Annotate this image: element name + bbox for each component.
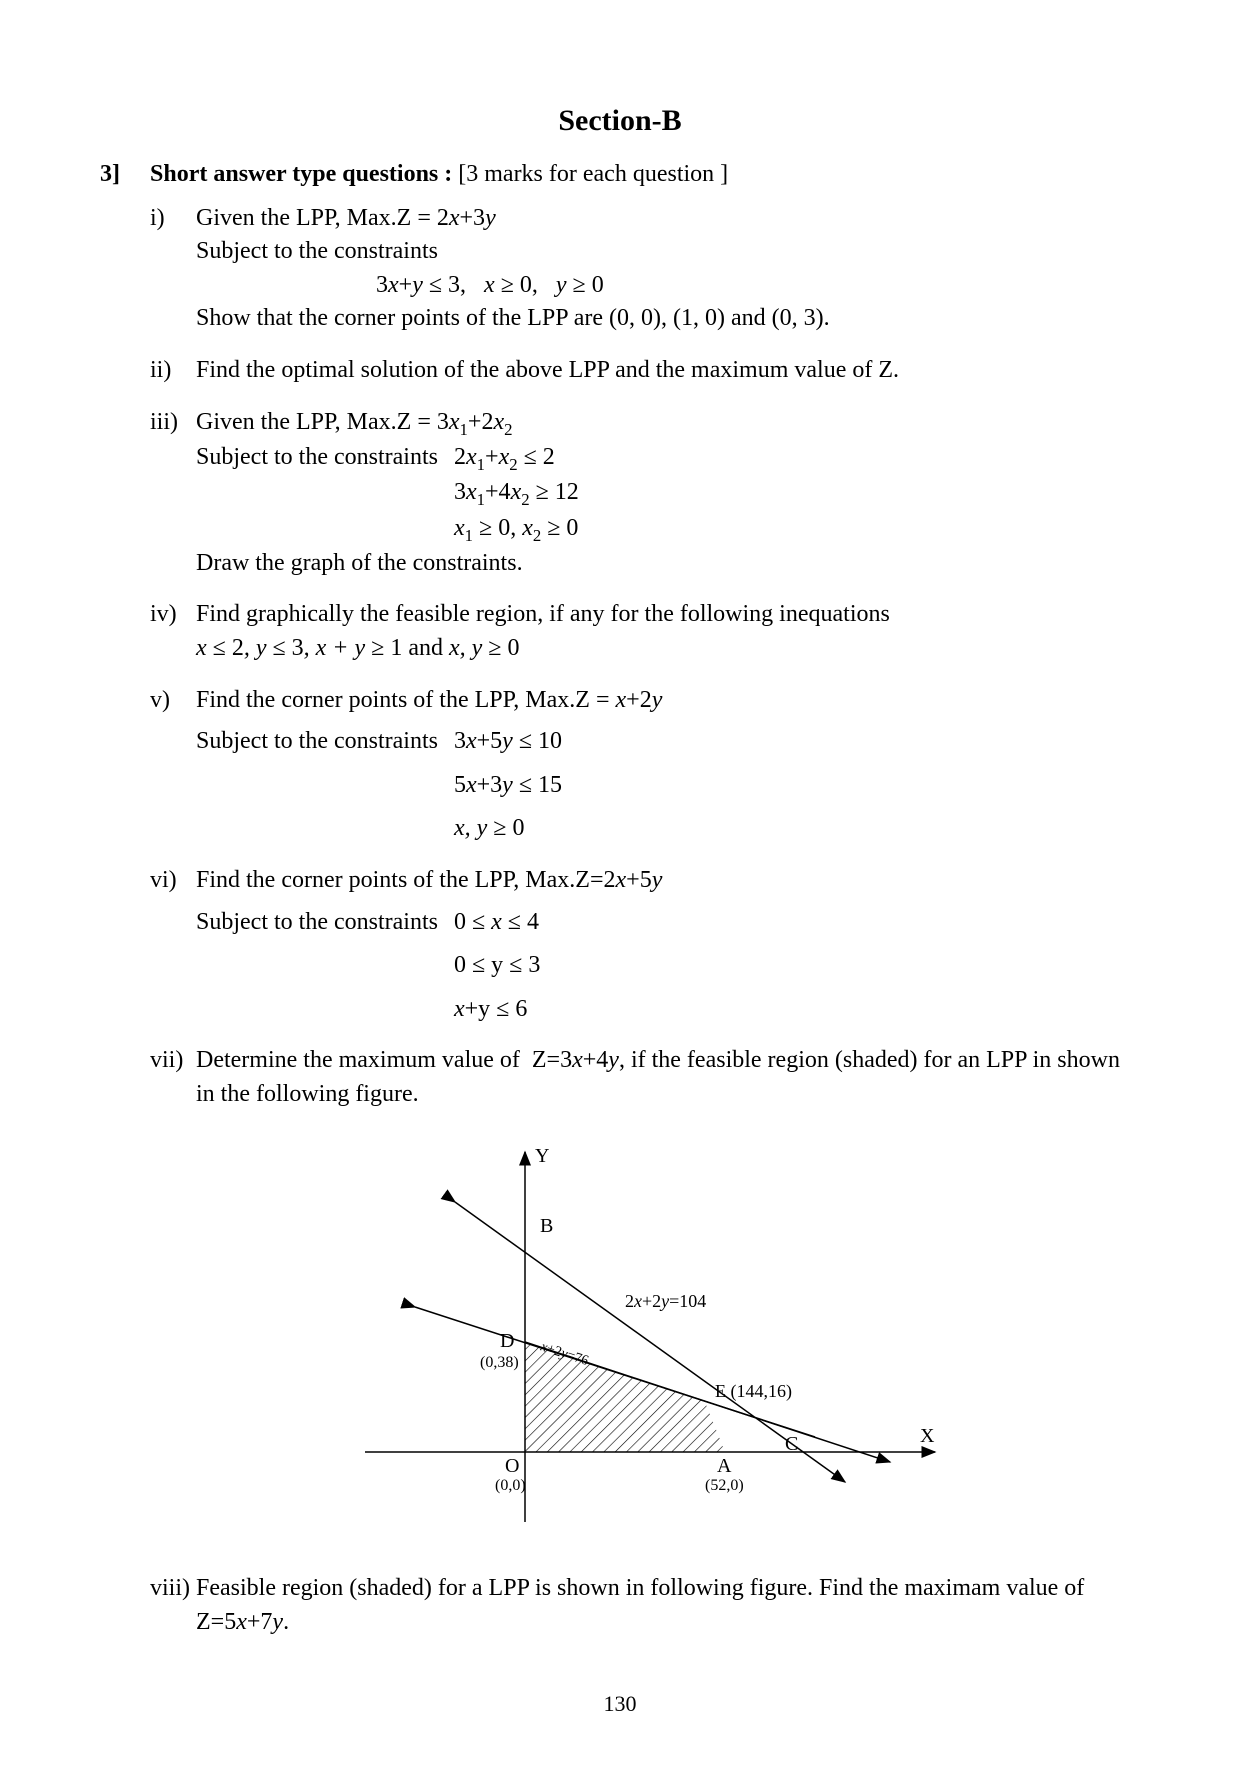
constraint: x1 ≥ 0, x2 ≥ 0 <box>454 512 579 547</box>
point-a-label: A <box>717 1455 732 1477</box>
line1-label: 2x+2y=104 <box>625 1291 706 1311</box>
constraint: x+y ≤ 6 <box>454 993 540 1027</box>
point-b-label: B <box>540 1215 553 1237</box>
question-header: 3] Short answer type questions : [3 mark… <box>100 158 1140 192</box>
point-o-label: O <box>505 1455 519 1477</box>
sub-num: v) <box>150 684 196 846</box>
constraint: 3x1+4x2 ≥ 12 <box>454 476 579 511</box>
sub-question-iii: iii) Given the LPP, Max.Z = 3x1+2x2 Subj… <box>150 406 1140 581</box>
section-title: Section-B <box>100 100 1140 142</box>
point-o-coord: (0,0) <box>495 1477 526 1494</box>
x-axis-label: X <box>920 1425 935 1447</box>
constraint-label: Subject to the constraints <box>196 725 438 846</box>
sub-num: iii) <box>150 406 196 581</box>
constraint: 0 ≤ x ≤ 4 <box>454 906 540 940</box>
text-line: Draw the graph of the constraints. <box>196 547 1140 581</box>
text-line: Show that the corner points of the LPP a… <box>196 302 1140 336</box>
sub-num: vi) <box>150 864 196 1026</box>
point-c-label: C <box>785 1433 798 1455</box>
constraint: 0 ≤ y ≤ 3 <box>454 949 540 983</box>
text-line: Given the LPP, Max.Z = 2x+3y <box>196 202 1140 236</box>
text-line: Subject to the constraints <box>196 235 1140 269</box>
sub-num: ii) <box>150 354 196 388</box>
graph-svg: Y X B D (0,38) E (144,16) O (0,0) A (52,… <box>335 1132 955 1532</box>
text-line: Find the optimal solution of the above L… <box>196 354 1140 388</box>
question-title: Short answer type questions : <box>150 161 452 187</box>
text-line: Find the corner points of the LPP, Max.Z… <box>196 684 1140 718</box>
math-line: x ≤ 2, y ≤ 3, x + y ≥ 1 and x, y ≥ 0 <box>196 632 1140 666</box>
feasible-region-figure: Y X B D (0,38) E (144,16) O (0,0) A (52,… <box>150 1132 1140 1543</box>
sub-num: i) <box>150 202 196 336</box>
text-line: Find the corner points of the LPP, Max.Z… <box>196 864 1140 898</box>
constraint-label: Subject to the constraints <box>196 441 438 547</box>
point-d-coord: (0,38) <box>480 1354 519 1371</box>
constraint: x, y ≥ 0 <box>454 812 562 846</box>
question-marks: [3 marks for each question ] <box>452 161 728 187</box>
text-line: Given the LPP, Max.Z = 3x1+2x2 <box>196 406 1140 441</box>
sub-num: iv) <box>150 598 196 665</box>
sub-question-vi: vi) Find the corner points of the LPP, M… <box>150 864 1140 1026</box>
sub-question-iv: iv) Find graphically the feasible region… <box>150 598 1140 665</box>
sub-num: viii) <box>150 1572 196 1639</box>
point-e-label: E (144,16) <box>715 1381 792 1402</box>
sub-questions: i) Given the LPP, Max.Z = 2x+3y Subject … <box>150 202 1140 1640</box>
text-line: Feasible region (shaded) for a LPP is sh… <box>196 1572 1140 1639</box>
point-d-label: D <box>500 1330 514 1352</box>
question-number: 3] <box>100 158 150 192</box>
constraint: 3x+5y ≤ 10 <box>454 725 562 759</box>
text-line: Find graphically the feasible region, if… <box>196 598 1140 632</box>
sub-question-v: v) Find the corner points of the LPP, Ma… <box>150 684 1140 846</box>
sub-num: vii) <box>150 1044 196 1111</box>
constraint: 5x+3y ≤ 15 <box>454 769 562 803</box>
y-axis-label: Y <box>535 1145 549 1167</box>
constraint: 2x1+x2 ≤ 2 <box>454 441 579 476</box>
sub-question-viii: viii) Feasible region (shaded) for a LPP… <box>150 1572 1140 1639</box>
sub-question-i: i) Given the LPP, Max.Z = 2x+3y Subject … <box>150 202 1140 336</box>
sub-question-vii: vii) Determine the maximum value of Z=3x… <box>150 1044 1140 1111</box>
text-line: Determine the maximum value of Z=3x+4y, … <box>196 1044 1140 1111</box>
constraint-label: Subject to the constraints <box>196 906 438 1027</box>
point-a-coord: (52,0) <box>705 1477 744 1494</box>
sub-question-ii: ii) Find the optimal solution of the abo… <box>150 354 1140 388</box>
math-line: 3x+y ≤ 3, x ≥ 0, y ≥ 0 <box>376 269 1140 303</box>
page-number: 130 <box>100 1689 1140 1720</box>
